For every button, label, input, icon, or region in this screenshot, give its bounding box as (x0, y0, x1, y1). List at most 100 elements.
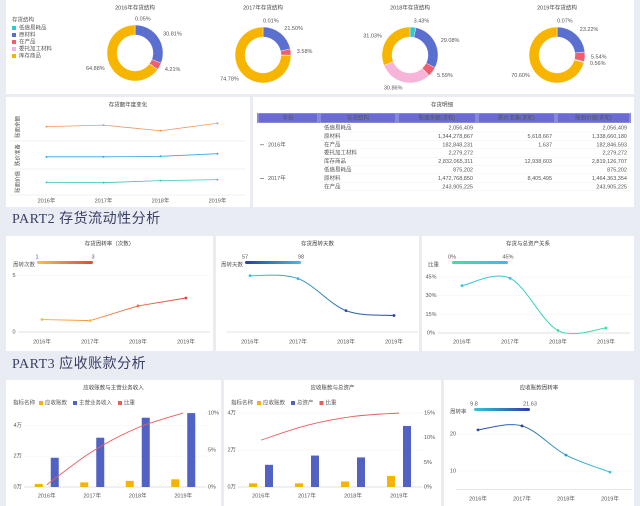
x-tick-label: 2016年 (38, 491, 56, 499)
point (45, 125, 48, 128)
table-cell: 1,344,278,867 (438, 134, 473, 140)
x-tick-label: 2019年 (390, 491, 408, 499)
data-label: 64.88% (86, 66, 105, 72)
x-tick-label: 2019年 (597, 337, 615, 345)
table-header (257, 113, 631, 123)
bar (187, 413, 196, 487)
table-cell: 1,472,768,850 (438, 176, 473, 182)
header-label: 跌价准备(求和) (498, 113, 535, 121)
x-tick-label: 2018年 (337, 337, 355, 345)
point (564, 453, 568, 457)
bar (403, 425, 411, 487)
x-tick-label: 2016年 (252, 491, 270, 499)
chart-title: 存货与总资产关系 (506, 239, 551, 247)
visual-map-name: 周转天数 (221, 260, 244, 268)
line (46, 122, 218, 132)
table-cell: 库存商品 (324, 157, 347, 165)
series-label: 账面余额 (13, 116, 21, 139)
data-label: 3.43% (414, 19, 430, 25)
point (216, 152, 219, 155)
table-cell: 低值易耗品 (324, 123, 352, 131)
header-cell (397, 112, 477, 124)
table-cell: 2,279,272 (603, 151, 627, 157)
data-label: 23.22% (580, 27, 599, 33)
point (102, 124, 105, 127)
table-cell: 12,938,603 (524, 159, 552, 165)
line (41, 297, 187, 322)
x-tick-label: 2018年 (344, 491, 362, 499)
chart-title: 存货额年度变化 (109, 100, 148, 108)
visual-map-name: 周转次数 (13, 260, 36, 268)
data-label: 30.86% (384, 86, 403, 92)
line (46, 412, 184, 486)
visual-map-label: 45% (502, 254, 513, 260)
point (344, 309, 348, 313)
header-cell (556, 112, 631, 124)
data-label: 5.54% (591, 55, 607, 61)
point (216, 178, 219, 181)
visual-map-label: 0% (448, 254, 456, 260)
legend-label: 库存商品 (19, 51, 42, 59)
legend-label: 总资产 (297, 398, 314, 406)
visual-map-label: 3 (91, 254, 94, 260)
point (45, 155, 48, 158)
data-label: 4.21% (165, 67, 181, 73)
line (461, 275, 607, 335)
legend-label: 委托加工材料 (19, 44, 53, 52)
data-label: 70.60% (511, 73, 530, 79)
legend-label: 应收账款 (263, 398, 286, 406)
legend-swatch (39, 401, 43, 405)
data-label: 0.56% (590, 61, 606, 67)
point (604, 326, 608, 330)
x-tick-label: 2017年 (513, 494, 531, 502)
data-label: 3.58% (297, 49, 313, 55)
series-label: 跌价准备 (13, 144, 21, 167)
point (88, 319, 92, 323)
legend-swatch (73, 401, 77, 405)
panel (422, 236, 634, 351)
y-tick-label: 4万 (13, 422, 22, 429)
point (102, 181, 105, 184)
table-cell: 2,056,409 (603, 125, 627, 131)
table-cell: 182,848,231 (442, 142, 473, 148)
table-cell: 低值易耗品 (324, 165, 352, 173)
table-cell: 243,905,225 (442, 184, 473, 190)
group-label: 2017年 (268, 174, 286, 182)
bar (249, 483, 257, 487)
table-title: 存货明细 (431, 100, 454, 108)
x-tick-label: 2019年 (177, 337, 195, 345)
data-label: 5.59% (437, 73, 453, 79)
x-tick-label: 2016年 (241, 337, 259, 345)
header-label: 账面价值(求和) (575, 113, 612, 121)
header-label: 账面余额(求和) (419, 113, 456, 121)
bar (311, 455, 319, 487)
legend-swatch (257, 401, 261, 405)
data-label: 74.78% (220, 76, 239, 82)
chart-title: 存货周转天数 (301, 239, 335, 247)
x-tick-label: 2017年 (501, 337, 519, 345)
table-cell: 8,405,495 (528, 176, 552, 182)
y2-tick-label: 10% (424, 435, 435, 441)
visual-map-label: 98 (298, 254, 304, 260)
x-tick-label: 2018年 (152, 196, 170, 204)
chart-title: 2019年存货结构 (537, 3, 577, 11)
point (184, 296, 188, 300)
visual-map-name: 比重 (428, 260, 440, 268)
bar (357, 457, 365, 487)
table-cell: 1,637 (538, 142, 552, 148)
legend-label: 指标名称 (13, 398, 36, 406)
chart-title: 存货周转率（次数） (85, 239, 135, 247)
table-cell: 2,279,272 (449, 151, 473, 157)
table-cell: 5,618,667 (528, 134, 552, 140)
point (476, 428, 480, 432)
x-tick-label: 2019年 (174, 491, 192, 499)
bar (141, 417, 150, 487)
bar (387, 475, 395, 487)
table-cell: 875,202 (453, 167, 473, 173)
legend-swatch (12, 54, 16, 58)
y-tick-label: 0万 (13, 483, 22, 490)
data-label: 0.05% (135, 16, 151, 22)
legend-label: 应收账款 (45, 398, 68, 406)
bar (50, 457, 59, 487)
